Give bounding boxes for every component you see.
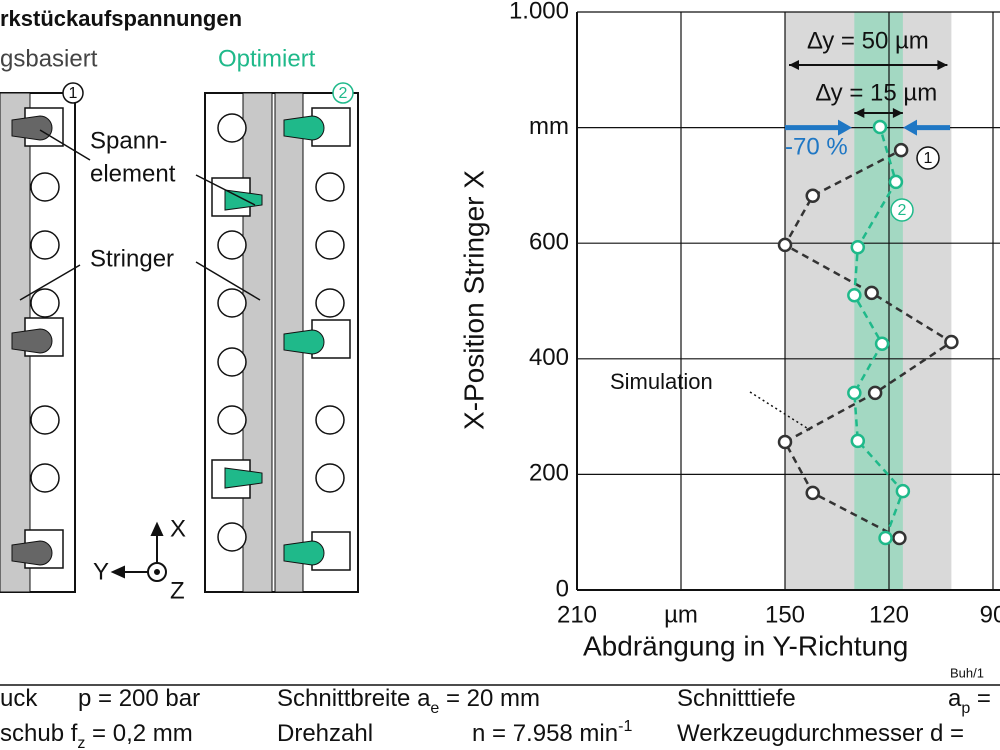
rail <box>242 92 273 593</box>
parameter-part: Schnitttiefe <box>677 685 796 712</box>
arrow-head <box>937 60 948 70</box>
axis-label: Y <box>93 558 109 585</box>
parameter-part: p <box>961 700 970 717</box>
arrow-head <box>838 119 852 136</box>
y-tick-label: 0 <box>556 575 569 602</box>
chart: 210 µm 150 120 90 0 200 400 600 mm 1.000 ∆y = 50 µm… <box>458 0 1000 680</box>
right-label: Optimiert <box>218 45 316 72</box>
point <box>777 237 793 253</box>
parameter-table: uck p = 200 bar Schnittbreite ae = 20 mm Sc… <box>0 684 1000 750</box>
credit: Buh/1 <box>950 665 984 680</box>
parameter-part: Werkzeugdurchmesser d = <box>677 720 964 747</box>
clamp-label: element <box>90 160 176 187</box>
parameter-part: = 0,2 mm <box>85 720 192 747</box>
marker-label: 1 <box>924 150 933 167</box>
leader-line <box>749 391 811 431</box>
x-tick-label: 90 <box>980 601 1000 628</box>
parameter-part: z <box>77 735 85 750</box>
parameter-part: a <box>948 685 962 712</box>
annotation: Simulation <box>610 369 713 394</box>
parameter: schub fz = 0,2 mm <box>0 720 193 750</box>
axis-title: X-Position Stringer X <box>458 170 489 430</box>
left-label: gsbasiert <box>0 45 98 72</box>
y-tick-label: 200 <box>529 460 569 487</box>
axis-label: Z <box>170 577 185 604</box>
parameter-part: schub f <box>0 720 78 747</box>
parameter: Drehzahl <box>277 720 373 747</box>
parameter: p = 200 bar <box>78 685 200 712</box>
arrow-head <box>789 60 799 70</box>
parameter: Werkzeugdurchmesser d = <box>677 720 964 747</box>
parameter-part: Schnittbreite a <box>277 685 431 712</box>
leader-lines <box>19 129 261 301</box>
x-tick-label: 120 <box>869 601 909 628</box>
clamps <box>224 115 325 566</box>
axis-title: Abdrängung in Y-Richtung <box>583 630 908 661</box>
point <box>850 239 866 255</box>
coordinate-system <box>110 521 167 582</box>
point <box>847 385 862 401</box>
y-tick-label: 400 <box>529 344 569 371</box>
point <box>864 285 879 301</box>
marker-label: 2 <box>898 202 907 219</box>
x-tick-label: 210 <box>557 601 597 628</box>
parameter: ap = <box>948 685 991 716</box>
point <box>850 433 866 449</box>
point <box>893 142 909 158</box>
point <box>777 434 793 450</box>
marker <box>890 198 914 222</box>
fixture-diagram: rkstückaufspannungen gsbasiert Optimiert… <box>0 6 359 604</box>
parameter: Schnittbreite ae = 20 mm <box>277 685 540 716</box>
diagram-title: rkstückaufspannungen <box>0 6 242 31</box>
arrow-head <box>903 119 917 136</box>
y-tick-label: mm <box>529 113 569 140</box>
parameter-part: e <box>430 700 439 717</box>
point <box>878 530 893 546</box>
clamp-label: Spann- <box>90 127 167 154</box>
band-label: ∆y = 50 µm <box>808 27 929 54</box>
point <box>867 385 883 401</box>
band <box>854 12 903 590</box>
parameter: uck <box>0 685 38 712</box>
parameter-part: uck <box>0 685 38 712</box>
parameter: Schnitttiefe <box>677 685 796 712</box>
axis-label: X <box>170 515 186 542</box>
point <box>892 530 907 546</box>
marker: 1 <box>69 85 78 102</box>
y-tick-label: 600 <box>529 229 569 256</box>
y-tick-label: 1.000 <box>509 0 569 24</box>
point <box>847 287 862 303</box>
x-tick-label: µm <box>664 601 698 628</box>
parameter-part: -1 <box>618 718 632 735</box>
point <box>895 483 911 499</box>
marker <box>916 146 940 170</box>
point <box>872 119 888 135</box>
marker: 2 <box>339 85 348 102</box>
parameter: n = 7.958 min-1 <box>472 718 632 748</box>
point <box>874 336 890 352</box>
parameter-part: n = 7.958 min <box>472 720 618 747</box>
parameter-part: p = 200 bar <box>78 685 200 712</box>
point <box>888 174 904 190</box>
holes <box>211 107 351 571</box>
point <box>944 334 959 350</box>
arrow-head <box>892 108 903 118</box>
arrow-head <box>854 108 865 118</box>
clamps <box>11 115 53 566</box>
stringer-label: Stringer <box>90 245 174 272</box>
parameter-part: = 20 mm <box>439 685 540 712</box>
parameter-part: = <box>970 685 991 712</box>
point <box>805 188 820 204</box>
band-label: ∆y = 15 µm <box>816 79 937 106</box>
parameter-part: Drehzahl <box>277 720 373 747</box>
point <box>805 485 820 501</box>
annotation: -70 % <box>785 133 848 160</box>
x-tick-label: 150 <box>765 601 805 628</box>
